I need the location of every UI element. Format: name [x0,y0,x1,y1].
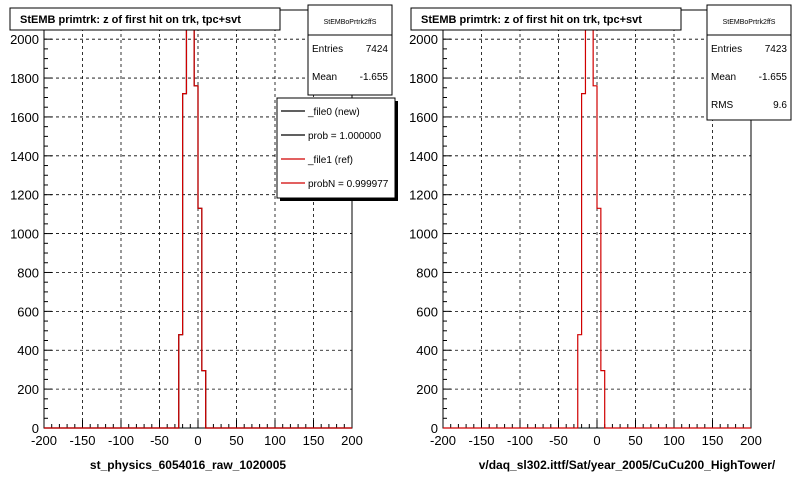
stats-value: 7424 [366,44,389,55]
y-tick-label: 200 [17,382,39,397]
x-tick-label: 200 [740,433,762,448]
y-tick-label: 400 [416,343,438,358]
y-tick-label: 1200 [10,188,39,203]
x-tick-label: 100 [264,433,286,448]
y-tick-label: 1800 [10,71,39,86]
y-tick-label: 1600 [10,110,39,125]
y-tick-label: 200 [416,382,438,397]
y-tick-label: 1400 [409,149,438,164]
x-tick-label: -200 [31,433,57,448]
chart-title: StEMB primtrk: z of first hit on trk, tp… [421,14,642,26]
title-box [9,7,281,31]
legend-label: prob = 1.000000 [308,131,382,142]
legend-box [276,97,396,199]
x-tick-label: 100 [663,433,685,448]
x-tick-label: 150 [303,433,325,448]
y-tick-label: 600 [17,304,39,319]
x-tick-label: 0 [194,433,201,448]
legend-label: _file0 (new) [307,107,360,118]
stats-label: Mean [312,72,337,83]
stats-name: StEMBoPrtrk2ffS [324,19,377,26]
y-tick-label: 0 [431,421,438,436]
chart-panel-2: -200 -150 -100 -50 0 50 100 150 2000200400600800… [409,4,792,472]
stats-label: Entries [711,44,742,55]
legend-label: _file1 (ref) [307,155,353,166]
x-axis-label: st_physics_6054016_raw_1020005 [90,458,286,472]
y-tick-label: 800 [17,265,39,280]
x-tick-label: -50 [549,433,568,448]
stats-value: -1.655 [360,72,389,83]
y-tick-label: 1400 [10,149,39,164]
y-tick-label: 600 [416,304,438,319]
x-tick-label: -50 [150,433,169,448]
stats-name: StEMBoPrtrk2ffS [723,19,776,26]
y-tick-label: 1000 [409,227,438,242]
y-tick-label: 1000 [10,227,39,242]
stats-box [307,4,393,96]
y-tick-label: 2000 [409,32,438,47]
x-tick-label: -150 [468,433,494,448]
x-tick-label: -100 [507,433,533,448]
x-tick-label: -100 [108,433,134,448]
x-tick-label: 50 [229,433,243,448]
stats-label: RMS [711,100,734,111]
y-tick-label: 400 [17,343,39,358]
y-tick-label: 800 [416,265,438,280]
x-tick-label: 0 [593,433,600,448]
chart-panel-1: -200 -150 -100 -50 0 50 100 150 2000200400600800… [9,4,398,472]
chart-title: StEMB primtrk: z of first hit on trk, tp… [20,14,241,26]
y-tick-label: 0 [32,421,39,436]
stats-label: Entries [312,44,343,55]
x-tick-label: 150 [702,433,724,448]
x-tick-label: 50 [628,433,642,448]
y-tick-label: 1600 [409,110,438,125]
histogram-series-1 [443,26,751,429]
y-tick-label: 2000 [10,32,39,47]
x-tick-label: 200 [341,433,363,448]
x-tick-label: -150 [69,433,95,448]
stats-box [706,4,792,121]
stats-label: Mean [711,72,736,83]
x-tick-label: -200 [430,433,456,448]
x-axis-label: v/daq_sl302.ittf/Sat/year_2005/CuCu200_H… [479,458,776,472]
stats-value: -1.655 [759,72,788,83]
stats-value: 7423 [765,44,788,55]
y-tick-label: 1200 [409,188,438,203]
stats-value: 9.6 [773,100,787,111]
legend-label: probN = 0.999977 [308,179,389,190]
histogram-series-2 [44,26,352,429]
title-box [410,7,682,31]
y-tick-label: 1800 [409,71,438,86]
